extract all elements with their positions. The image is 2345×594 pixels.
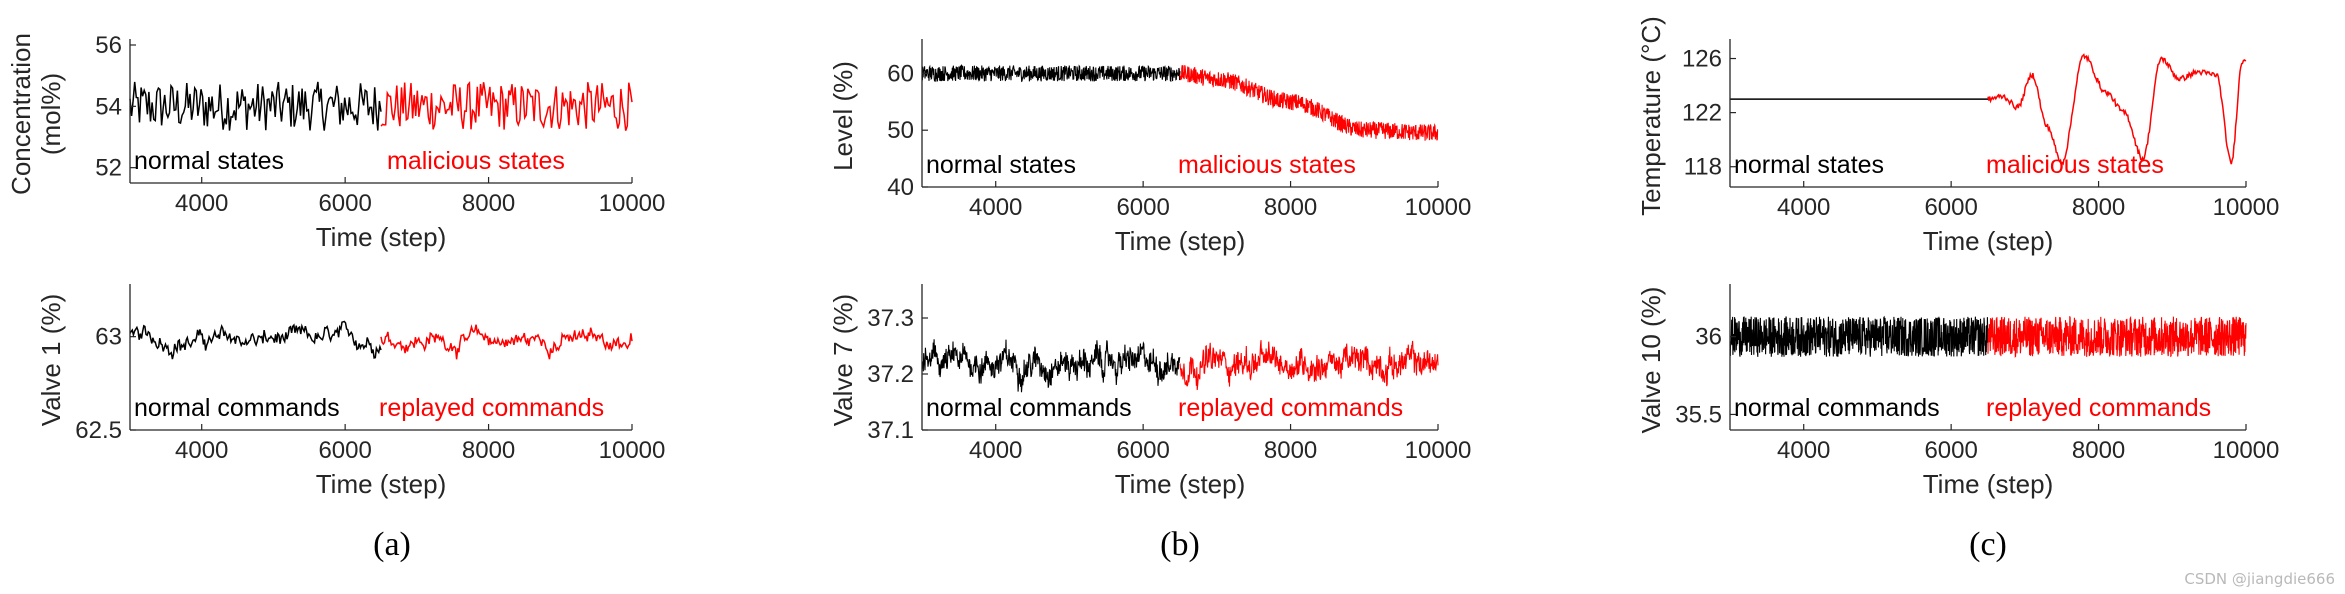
x-tick-label: 10000 (1405, 437, 1472, 464)
watermark: CSDN @jiangdie666 (2184, 570, 2335, 588)
x-tick-label: 8000 (462, 437, 515, 464)
x-axis-label: Time (step) (1115, 469, 1246, 499)
y-tick-label: 56 (95, 32, 122, 59)
y-tick-label: 35.5 (1675, 401, 1722, 428)
x-tick-label: 4000 (969, 437, 1022, 464)
series-line-malicious (380, 81, 633, 131)
annotation-normal: normal states (134, 147, 284, 175)
x-axis-label: Time (step) (1115, 226, 1246, 256)
annotation-malicious: malicious states (1986, 151, 2164, 179)
y-axis-label: (mol%) (36, 73, 66, 155)
y-tick-label: 60 (887, 60, 914, 87)
x-axis-label: Time (step) (1923, 469, 2054, 499)
y-tick-label: 37.1 (867, 417, 914, 444)
annotation-normal: normal commands (1734, 394, 1940, 422)
x-tick-label: 10000 (1405, 194, 1472, 221)
series-line-malicious (1987, 53, 2247, 168)
x-axis-label: Time (step) (1923, 226, 2054, 256)
x-tick-label: 8000 (1264, 437, 1317, 464)
y-tick-label: 54 (95, 93, 122, 120)
x-tick-label: 6000 (1924, 194, 1977, 221)
x-tick-label: 6000 (1116, 194, 1169, 221)
chart-a-top: normal states malicious states 4000 6000 800… (6, 32, 665, 252)
x-tick-label: 8000 (1264, 194, 1317, 221)
x-tick-label: 10000 (599, 190, 666, 217)
chart-c-top: normal states malicious states 4000 6000 800… (1636, 16, 2279, 256)
series-line-malicious (1987, 315, 2247, 358)
panel-label-b: (b) (1160, 526, 1200, 563)
chart-b-top: normal states malicious states 4000 6000 800… (828, 39, 1471, 256)
series-line-malicious (1179, 65, 1439, 141)
x-tick-label: 4000 (175, 190, 228, 217)
x-tick-label: 4000 (969, 194, 1022, 221)
x-tick-label: 8000 (462, 190, 515, 217)
y-tick-label: 40 (887, 174, 914, 201)
panel-label-a: (a) (373, 526, 411, 563)
x-tick-label: 4000 (1777, 437, 1830, 464)
annotation-malicious: replayed commands (1986, 394, 2211, 422)
panel-label-c: (c) (1969, 526, 2007, 563)
y-axis-label: Level (%) (828, 61, 858, 171)
y-tick-label: 37.2 (867, 361, 914, 388)
y-tick-label: 118 (1684, 154, 1722, 181)
x-tick-label: 4000 (175, 437, 228, 464)
annotation-malicious: malicious states (1178, 151, 1356, 179)
y-tick-label: 37.3 (867, 305, 914, 332)
x-tick-label: 8000 (2072, 437, 2125, 464)
y-axis-label: Concentration (6, 33, 36, 195)
series-line-normal (129, 81, 382, 131)
annotation-normal: normal commands (926, 394, 1132, 422)
annotation-normal: normal commands (134, 394, 340, 422)
y-tick-label: 36 (1695, 324, 1722, 351)
x-tick-label: 6000 (318, 437, 371, 464)
series-line-normal (129, 320, 382, 360)
series-line-normal (921, 63, 1181, 83)
y-axis-label: Valve 10 (%) (1636, 287, 1666, 434)
x-tick-label: 10000 (2213, 437, 2280, 464)
x-axis-label: Time (step) (316, 222, 447, 252)
y-tick-label: 126 (1682, 46, 1722, 73)
annotation-normal: normal states (1734, 151, 1884, 179)
charts-layer: normal states malicious states 4000 6000 800… (6, 16, 2279, 499)
x-tick-label: 10000 (2213, 194, 2280, 221)
x-tick-label: 8000 (2072, 194, 2125, 221)
x-axis-label: Time (step) (316, 469, 447, 499)
series-line-malicious (1179, 340, 1439, 391)
x-tick-label: 10000 (599, 437, 666, 464)
series-line-normal (1729, 315, 1989, 357)
chart-c-bottom: normal commands replayed commands 4000 6000… (1636, 284, 2279, 499)
y-axis-label: Valve 1 (%) (36, 294, 66, 426)
series-line-normal (921, 339, 1181, 393)
series-line-malicious (380, 324, 633, 360)
annotation-malicious: replayed commands (1178, 394, 1403, 422)
y-tick-label: 63 (95, 324, 122, 351)
y-tick-label: 62.5 (75, 417, 122, 444)
x-tick-label: 6000 (318, 190, 371, 217)
annotation-normal: normal states (926, 151, 1076, 179)
y-axis-label: Valve 7 (%) (828, 294, 858, 426)
annotation-malicious: malicious states (387, 147, 565, 175)
x-tick-label: 6000 (1924, 437, 1977, 464)
x-tick-label: 6000 (1116, 437, 1169, 464)
annotation-malicious: replayed commands (379, 394, 604, 422)
y-tick-label: 50 (887, 117, 914, 144)
chart-a-bottom: normal commands replayed commands 4000 6000… (36, 284, 665, 499)
chart-b-bottom: normal commands replayed commands 4000 6000… (828, 284, 1471, 499)
y-axis-label: Temperature (°C) (1636, 16, 1666, 216)
x-tick-label: 4000 (1777, 194, 1830, 221)
y-tick-label: 52 (95, 155, 122, 182)
y-tick-label: 122 (1682, 100, 1722, 127)
